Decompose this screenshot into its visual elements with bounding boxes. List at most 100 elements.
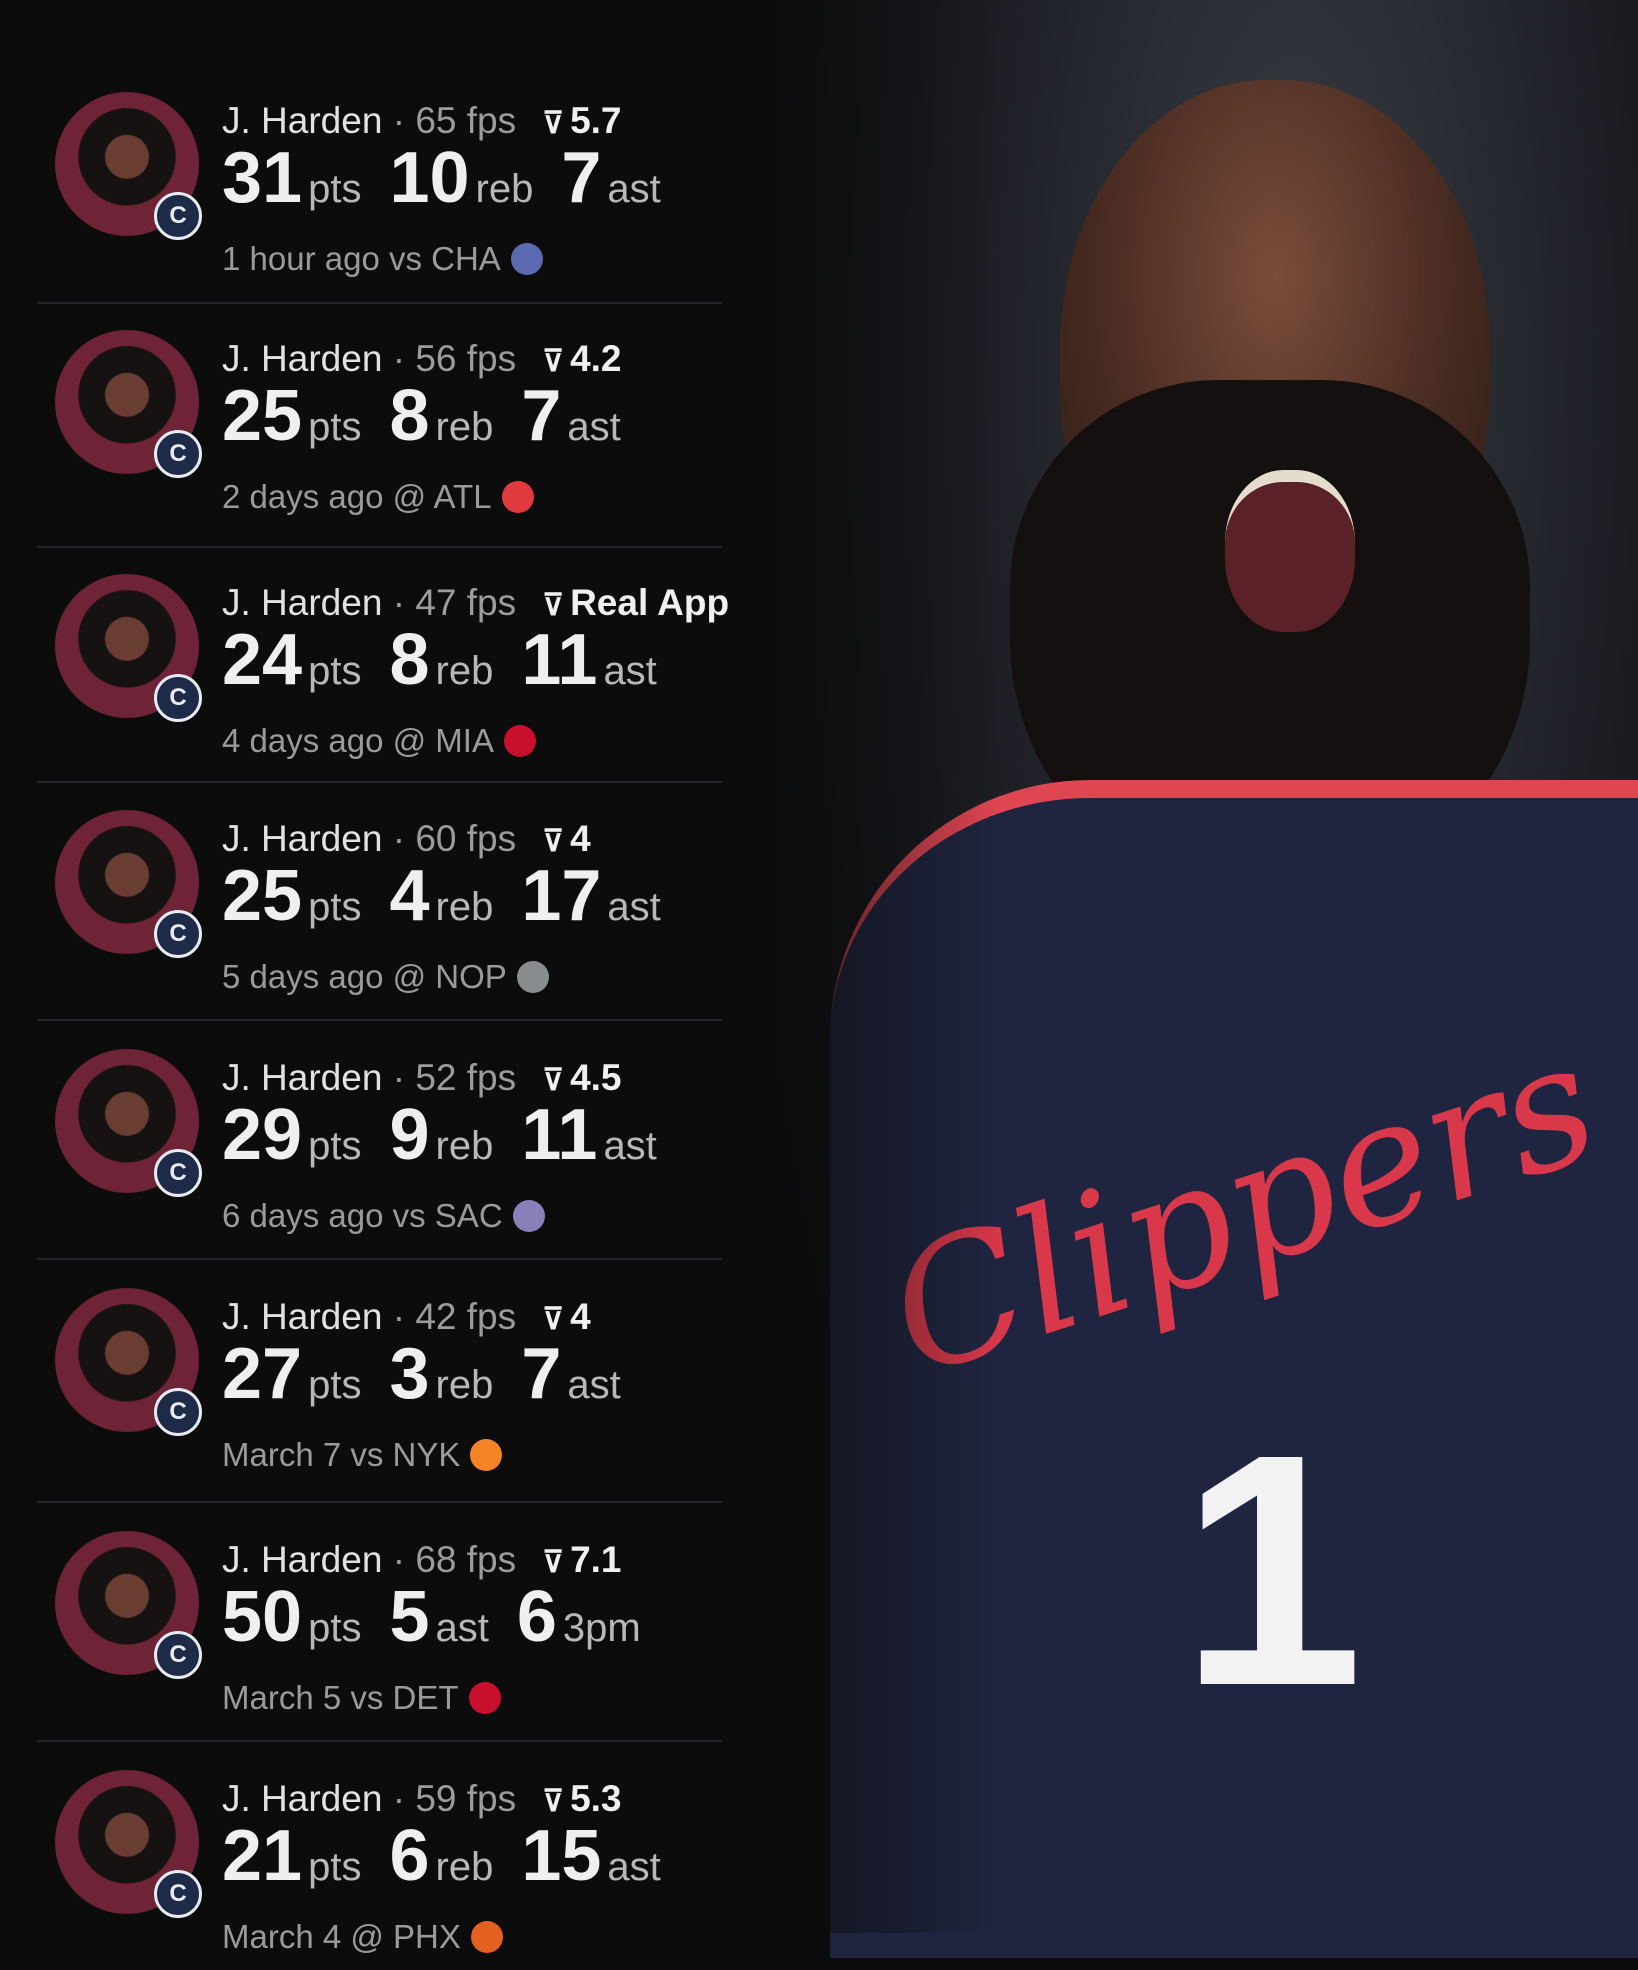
game-row[interactable]: C J. Harden · 65 fps ⊽ 5.7 31 pts 10 reb 7 ast … bbox=[0, 92, 760, 292]
rating: ⊽ 4 bbox=[542, 818, 591, 859]
photo-fade bbox=[700, 0, 1000, 1933]
player-name: J. Harden bbox=[222, 582, 383, 623]
stat-label: reb bbox=[475, 167, 534, 211]
game-row[interactable]: C J. Harden · 42 fps ⊽ 4 27 pts 3 reb 7 ast Mar… bbox=[0, 1288, 760, 1488]
game-row[interactable]: C J. Harden · 59 fps ⊽ 5.3 21 pts 6 reb 15 ast … bbox=[0, 1770, 760, 1970]
game-row[interactable]: C J. Harden · 68 fps ⊽ 7.1 50 pts 5 ast 6 3pm M… bbox=[0, 1531, 760, 1731]
player-name: J. Harden bbox=[222, 1057, 383, 1098]
stat-value: 7 bbox=[561, 138, 602, 218]
player-name: J. Harden bbox=[222, 1778, 383, 1819]
stat-value: 9 bbox=[389, 1095, 430, 1175]
stat-label: reb bbox=[435, 1363, 494, 1407]
stat-label: reb bbox=[435, 1124, 494, 1168]
stat-value: 15 bbox=[521, 1816, 602, 1896]
team-logo-icon: C bbox=[154, 430, 202, 478]
fps-score: · 42 fps bbox=[382, 1296, 517, 1337]
stat-value: 50 bbox=[222, 1577, 303, 1657]
real-logo-icon: ⊽ bbox=[542, 1303, 565, 1336]
row-divider bbox=[37, 1258, 722, 1260]
stat-line: 21 pts 6 reb 15 ast bbox=[222, 1815, 689, 1897]
stat-value: 8 bbox=[389, 376, 430, 456]
game-info: 5 days ago @ NOP bbox=[222, 958, 507, 995]
row-divider bbox=[37, 1019, 722, 1021]
fps-score: · 56 fps bbox=[382, 338, 517, 379]
stat-label: pts bbox=[308, 885, 362, 929]
stat-line: 50 pts 5 ast 6 3pm bbox=[222, 1576, 669, 1658]
fps-score: · 52 fps bbox=[382, 1057, 517, 1098]
opponent-logo-icon bbox=[470, 1439, 503, 1471]
player-photo-mouth bbox=[1225, 470, 1355, 632]
game-info: 1 hour ago vs CHA bbox=[222, 240, 501, 277]
game-info: March 7 vs NYK bbox=[222, 1436, 461, 1473]
row-divider bbox=[37, 1501, 722, 1503]
opponent-logo-icon bbox=[468, 1682, 501, 1714]
real-logo-icon: ⊽ bbox=[542, 345, 565, 378]
rating: ⊽ 7.1 bbox=[542, 1539, 622, 1580]
stat-label: reb bbox=[435, 649, 494, 693]
opponent-logo-icon bbox=[503, 725, 536, 757]
rating: ⊽ Real App bbox=[542, 582, 730, 623]
row-divider bbox=[37, 781, 722, 783]
game-info: March 4 @ PHX bbox=[222, 1918, 461, 1955]
stat-label: 3pm bbox=[562, 1606, 641, 1650]
stat-line: 29 pts 9 reb 11 ast bbox=[222, 1094, 685, 1176]
stat-value: 6 bbox=[516, 1577, 557, 1657]
game-row[interactable]: C J. Harden · 56 fps ⊽ 4.2 25 pts 8 reb 7 ast 2… bbox=[0, 330, 760, 530]
stat-value: 11 bbox=[521, 620, 598, 700]
rating: ⊽ 5.3 bbox=[542, 1778, 622, 1819]
stat-value: 11 bbox=[521, 1095, 598, 1175]
real-logo-icon: ⊽ bbox=[542, 825, 565, 858]
real-logo-icon: ⊽ bbox=[542, 107, 565, 140]
stat-label: pts bbox=[308, 1363, 362, 1407]
stat-value: 8 bbox=[389, 620, 430, 700]
jersey-number: 1 bbox=[1180, 1385, 1364, 1754]
stat-line: 24 pts 8 reb 11 ast bbox=[222, 619, 685, 701]
stat-value: 10 bbox=[389, 138, 470, 218]
stat-label: ast bbox=[435, 1606, 489, 1650]
rating: ⊽ 4.2 bbox=[542, 338, 622, 379]
game-info: 2 days ago @ ATL bbox=[222, 478, 492, 515]
player-name: J. Harden bbox=[222, 100, 383, 141]
stat-label: pts bbox=[308, 405, 362, 449]
rating: ⊽ 5.7 bbox=[542, 100, 622, 141]
stat-value: 7 bbox=[521, 1334, 562, 1414]
opponent-logo-icon bbox=[510, 243, 543, 275]
team-logo-icon: C bbox=[154, 1631, 202, 1679]
real-logo-icon: ⊽ bbox=[542, 1064, 565, 1097]
stat-label: ast bbox=[567, 1363, 621, 1407]
stat-label: pts bbox=[308, 1845, 362, 1889]
stat-value: 7 bbox=[521, 376, 562, 456]
team-logo-icon: C bbox=[154, 1149, 202, 1197]
stat-label: ast bbox=[603, 1124, 657, 1168]
team-logo-icon: C bbox=[154, 192, 202, 240]
stat-label: pts bbox=[308, 167, 362, 211]
game-row[interactable]: C J. Harden · 60 fps ⊽ 4 25 pts 4 reb 17 ast 5 … bbox=[0, 810, 760, 1010]
game-info: 6 days ago vs SAC bbox=[222, 1197, 503, 1234]
player-name: J. Harden bbox=[222, 1539, 383, 1580]
stat-label: ast bbox=[607, 1845, 661, 1889]
team-logo-icon: C bbox=[154, 910, 202, 958]
stat-label: ast bbox=[607, 885, 661, 929]
fps-score: · 59 fps bbox=[382, 1778, 517, 1819]
row-divider bbox=[37, 546, 722, 548]
stat-value: 31 bbox=[222, 138, 303, 218]
game-row[interactable]: C J. Harden · 52 fps ⊽ 4.5 29 pts 9 reb 11 ast … bbox=[0, 1049, 760, 1249]
stat-line: 27 pts 3 reb 7 ast bbox=[222, 1333, 649, 1415]
stat-label: ast bbox=[567, 405, 621, 449]
fps-score: · 47 fps bbox=[382, 582, 517, 623]
stat-label: reb bbox=[435, 405, 494, 449]
stat-line: 31 pts 10 reb 7 ast bbox=[222, 137, 689, 219]
game-row[interactable]: C J. Harden · 47 fps ⊽ Real App 24 pts 8 reb 1… bbox=[0, 574, 760, 774]
team-logo-icon: C bbox=[154, 674, 202, 722]
player-name: J. Harden bbox=[222, 1296, 383, 1337]
stat-value: 27 bbox=[222, 1334, 303, 1414]
player-name: J. Harden bbox=[222, 338, 383, 379]
row-divider bbox=[37, 1740, 722, 1742]
real-logo-icon: ⊽ bbox=[542, 1785, 565, 1818]
player-name: J. Harden bbox=[222, 818, 383, 859]
stat-label: pts bbox=[308, 1606, 362, 1650]
stat-value: 17 bbox=[521, 856, 602, 936]
stat-value: 3 bbox=[389, 1334, 430, 1414]
stat-line: 25 pts 8 reb 7 ast bbox=[222, 375, 649, 457]
stat-value: 24 bbox=[222, 620, 303, 700]
